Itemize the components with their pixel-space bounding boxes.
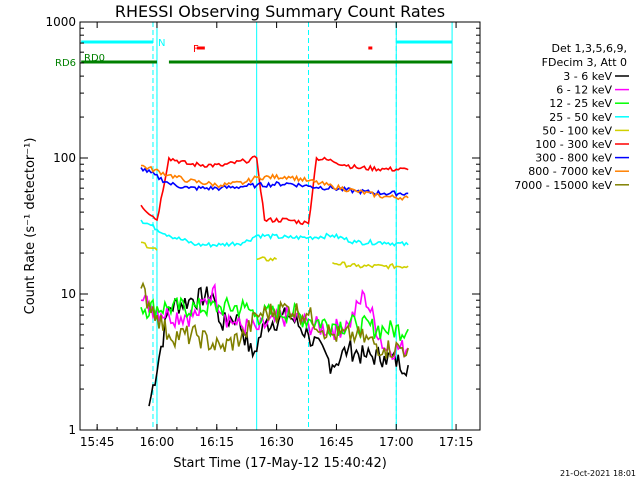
y-tick-label: 100 [53,151,76,165]
legend-entry-label: 7000 - 15000 keV [514,179,612,192]
series-line [140,282,409,361]
y-tick-label: 1000 [45,15,76,29]
series-1 [140,282,409,361]
legend-entry-label: 25 - 50 keV [549,111,612,124]
series-line [140,219,409,248]
series-8 [140,281,409,359]
y-axis-label: Count Rate (s⁻¹ detector⁻¹) [23,138,38,315]
y-tick-label: 1 [68,423,76,437]
series-6 [140,167,409,198]
series-line [332,261,409,270]
legend-entry-label: 12 - 25 keV [549,97,612,110]
legend-entry-label: 6 - 12 keV [556,84,612,97]
night-band-layer [152,22,453,430]
plot-frame [79,21,481,431]
series-5 [140,155,409,226]
x-tick-layer: 15:45 16:00 16:15 16:30 16:45 17:00 17:15 [80,22,474,449]
series-line [140,281,409,359]
series-0 [148,286,409,407]
x-tick-label: 16:00 [140,435,175,449]
x-tick-label: 16:15 [199,435,234,449]
y-tick-layer: 1 10 100 1000 [45,15,480,437]
x-axis-label: Start Time (17-May-12 15:40:42) [173,456,387,471]
series-4 [140,241,409,270]
chart-title: RHESSI Observing Summary Count Rates [115,2,445,21]
legend-header-line-2: FDecim 3, Att 0 [542,56,627,69]
series-line [140,155,409,226]
x-tick-label: 17:15 [439,435,474,449]
series-3 [140,219,409,248]
legend-entry-label: 3 - 6 keV [563,70,612,83]
legend: Det 1,3,5,6,9, FDecim 3, Att 0 3 - 6 keV… [514,42,629,192]
series-line [148,286,409,407]
y-tick-label: 10 [61,287,76,301]
x-tick-label: 15:45 [80,435,115,449]
series-7 [140,164,409,202]
legend-entry-label: 50 - 100 keV [542,124,612,137]
legend-header-line-1: Det 1,3,5,6,9, [551,42,627,55]
flag-label-n: N [158,38,165,49]
legend-entry-label: 800 - 7000 keV [528,165,612,178]
x-tick-label: 16:30 [259,435,294,449]
series-line [140,164,409,202]
series-layer [140,155,409,407]
x-tick-label: 16:45 [319,435,354,449]
x-tick-label: 17:00 [379,435,414,449]
series-line [140,167,409,198]
series-line [256,256,278,262]
legend-entry-label: 100 - 300 keV [535,138,612,151]
flag-label-rd0: RD0 [84,53,105,64]
series-line [140,241,158,251]
legend-entry-label: 300 - 800 keV [535,152,612,165]
flag-label-f: F [193,44,199,55]
flag-label-rd6: RD6 [55,58,76,69]
flag-layer: N F RD0 RD6 [55,38,453,69]
timestamp: 21-Oct-2021 18:01 [560,469,636,478]
